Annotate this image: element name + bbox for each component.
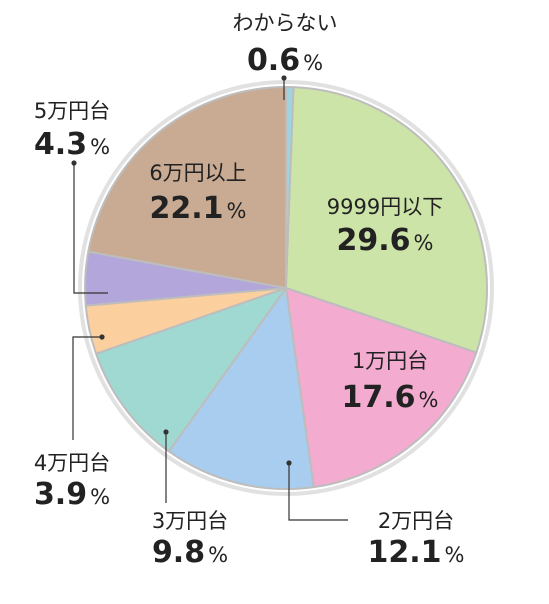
slice-value-8: 22.1% [150,191,247,226]
leader-dot-1 [281,75,287,81]
leader-dot-4 [286,460,292,466]
leader-line-6 [72,336,102,440]
slice-label-7: 5万円台 [34,99,110,123]
pie-slice-4 [167,287,315,490]
slice-value-6: 3.9% [34,477,110,512]
slice-value-4: 12.1% [368,535,465,570]
leader-line-7 [73,163,108,294]
leader-dot-6 [99,334,105,340]
pie-slice-2 [285,86,488,354]
slice-value-3: 17.6% [342,380,439,415]
slice-value-7: 4.3% [34,127,110,162]
slice-label-4: 2万円台 [378,509,454,533]
slice-label-5: 3万円台 [152,509,228,533]
leader-dot-5 [163,429,169,435]
pie-slice-5 [95,287,287,453]
leader-dot-7 [71,160,77,166]
slice-value-5: 9.8% [152,535,228,570]
slice-value-1: 0.6% [247,43,323,78]
slice-label-6: 4万円台 [34,451,110,475]
slice-value-2: 29.6% [337,223,434,258]
slice-label-2: 9999円以下 [327,195,443,219]
pie-slice-3 [285,287,478,489]
slice-label-8: 6万円以上 [149,161,246,185]
pie-slice-8 [87,86,287,289]
pie-outer-ring [78,80,494,496]
slice-label-1: わからない [233,11,338,35]
leader-lines [71,75,348,521]
leader-line-4 [288,463,348,521]
slice-label-3: 1万円台 [352,349,428,373]
pie-slices [84,86,488,490]
